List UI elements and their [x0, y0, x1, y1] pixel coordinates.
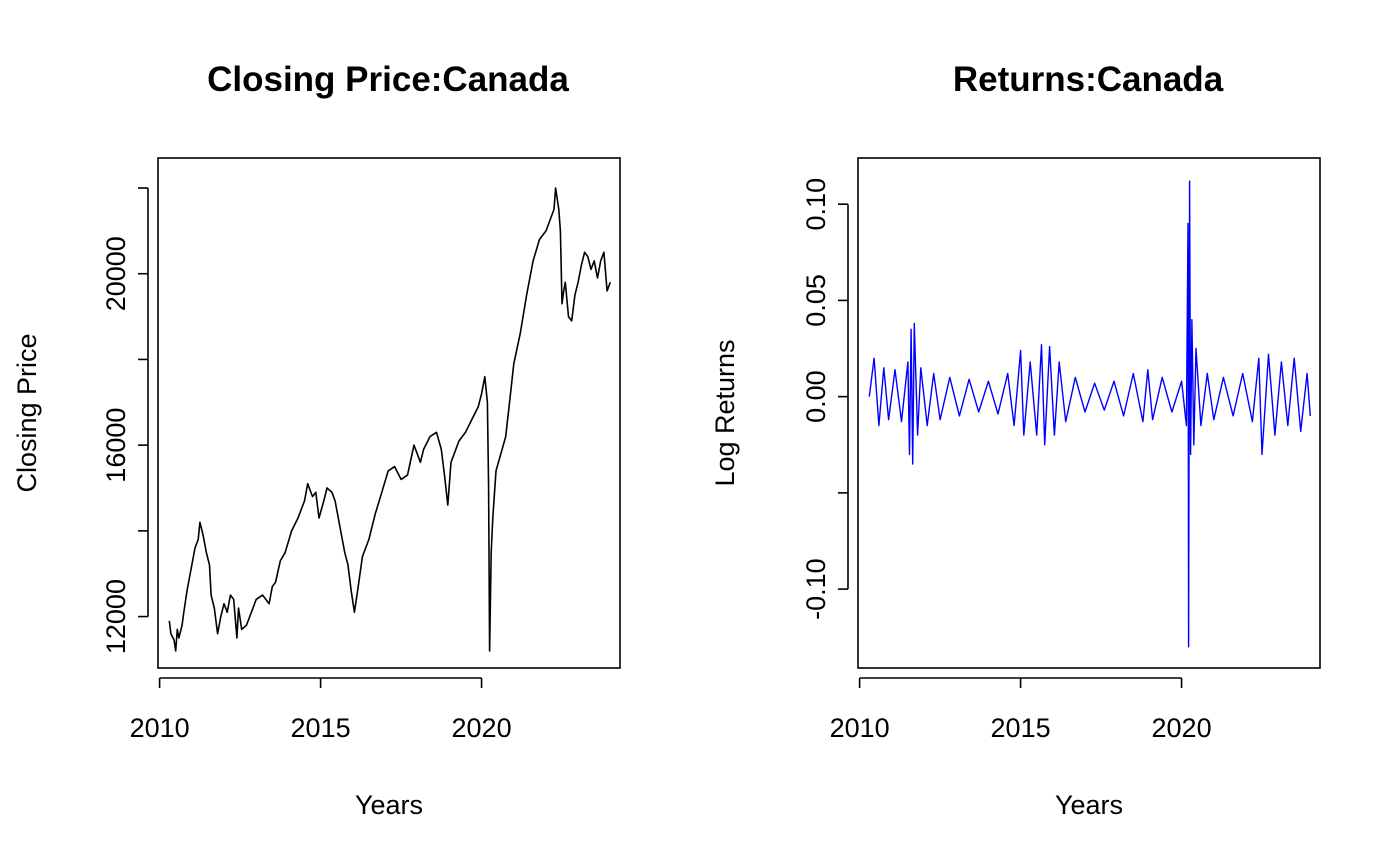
returns-plot-box: [857, 157, 1321, 669]
closing-price-x-ticks: 2010 2015 2020: [130, 677, 512, 743]
returns-y-tick-label: 0.00: [801, 370, 831, 423]
closing-price-x-tick-label: 2010: [130, 713, 190, 743]
closing-price-plot-box: [157, 157, 621, 669]
closing-price-y-tick-label: 20000: [101, 236, 131, 311]
returns-x-tick-label: 2020: [1152, 713, 1212, 743]
returns-x-axis-label: Years: [1055, 790, 1123, 820]
closing-price-x-tick-label: 2020: [452, 713, 512, 743]
closing-price-panel: Closing Price:Canada Years Closing Price…: [12, 60, 621, 820]
returns-panel: Returns:Canada Years Log Returns 2010 201…: [710, 60, 1321, 820]
closing-price-series-line: [168, 187, 612, 652]
returns-y-axis-label: Log Returns: [710, 339, 740, 486]
closing-price-y-tick-label: 16000: [101, 408, 131, 483]
closing-price-y-ticks: 12000 16000 20000: [101, 187, 149, 654]
returns-series-line: [868, 180, 1311, 648]
closing-price-x-tick-label: 2015: [291, 713, 351, 743]
returns-x-tick-label: 2010: [830, 713, 890, 743]
closing-price-y-axis-label: Closing Price: [12, 333, 42, 492]
returns-y-tick-label: -0.10: [801, 558, 831, 620]
closing-price-x-axis-label: Years: [355, 790, 423, 820]
returns-x-ticks: 2010 2015 2020: [830, 677, 1212, 743]
returns-title: Returns:Canada: [953, 60, 1224, 99]
closing-price-title: Closing Price:Canada: [207, 60, 569, 99]
closing-price-y-tick-label: 12000: [101, 579, 131, 654]
returns-x-tick-label: 2015: [991, 713, 1051, 743]
returns-y-ticks: -0.10 0.00 0.05 0.10: [801, 178, 849, 620]
returns-y-tick-label: 0.05: [801, 274, 831, 327]
returns-y-tick-label: 0.10: [801, 178, 831, 231]
